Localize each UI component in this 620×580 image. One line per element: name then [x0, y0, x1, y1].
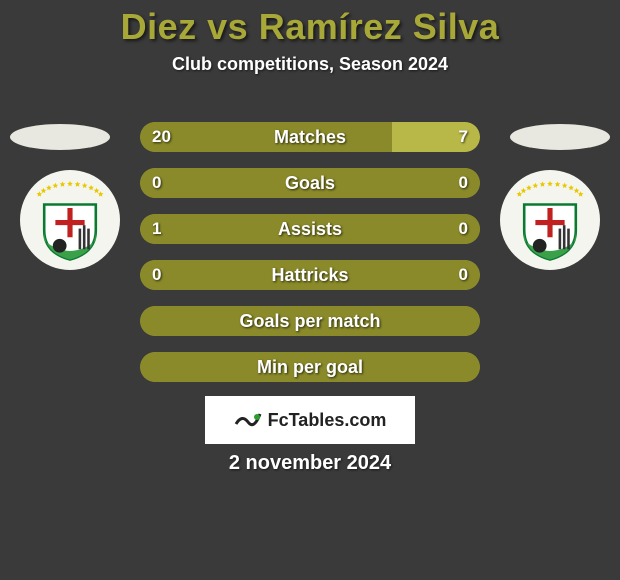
fctables-logo: FcTables.com [205, 396, 415, 444]
page-title: Diez vs Ramírez Silva [0, 0, 620, 48]
stat-value-right: 7 [459, 122, 468, 152]
stat-row: Min per goal [140, 352, 480, 382]
stat-value-left: 0 [152, 168, 161, 198]
stat-label: Goals per match [140, 306, 480, 336]
stat-label: Min per goal [140, 352, 480, 382]
stat-row: Goals0 0 [140, 168, 480, 198]
stat-label: Assists [140, 214, 480, 244]
stat-value-left: 20 [152, 122, 171, 152]
stats-bars: Matches207Goals00Assists10Hattricks00Goa… [140, 122, 480, 398]
stat-value-left: 1 [152, 214, 161, 244]
stat-value-right: 0 [459, 168, 468, 198]
stat-label: Matches [140, 122, 480, 152]
stat-value-left: 0 [152, 260, 161, 290]
club-crest-icon [507, 177, 593, 263]
club-badge-right [500, 170, 600, 270]
fctables-mark-icon [234, 408, 262, 432]
fctables-logo-text: FcTables.com [268, 410, 387, 431]
stat-row: Matches20 7 [140, 122, 480, 152]
stat-row: Assists1 0 [140, 214, 480, 244]
shadow-ellipse-left [10, 124, 110, 150]
stat-label: Goals [140, 168, 480, 198]
stat-row: Goals per match [140, 306, 480, 336]
stat-value-right: 0 [459, 260, 468, 290]
date-label: 2 november 2024 [0, 452, 620, 475]
shadow-ellipse-right [510, 124, 610, 150]
page-subtitle: Club competitions, Season 2024 [0, 54, 620, 75]
stat-row: Hattricks0 0 [140, 260, 480, 290]
stat-label: Hattricks [140, 260, 480, 290]
club-badge-left [20, 170, 120, 270]
club-crest-icon [27, 177, 113, 263]
stat-value-right: 0 [459, 214, 468, 244]
